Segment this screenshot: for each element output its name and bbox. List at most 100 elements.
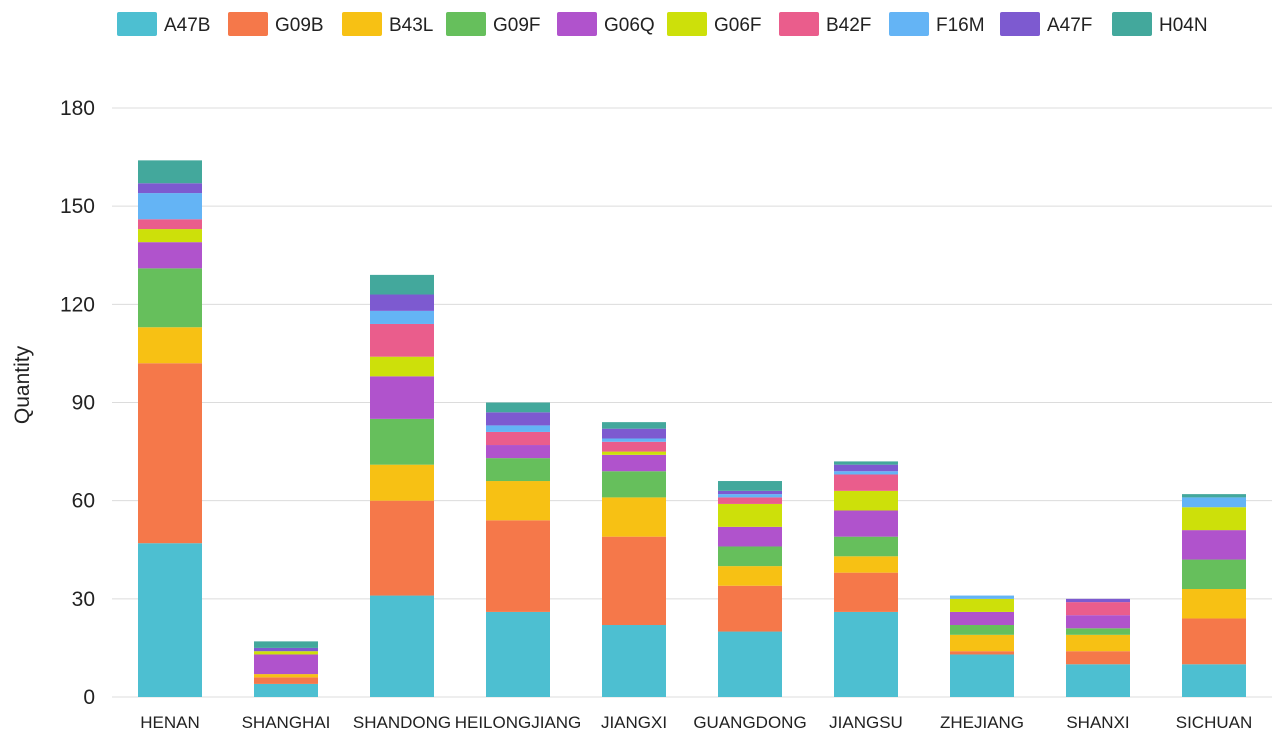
legend-label: H04N xyxy=(1159,15,1208,36)
bar-segment xyxy=(602,422,666,429)
legend-swatch xyxy=(667,12,707,36)
bar-segment xyxy=(1182,497,1246,508)
bar-segment xyxy=(1066,628,1130,635)
x-tick-label: SHANXI xyxy=(1066,713,1129,732)
bar-segment xyxy=(834,536,898,557)
legend-item: B43L xyxy=(342,12,433,36)
bar-segment xyxy=(1182,559,1246,590)
y-tick-label: 150 xyxy=(60,195,95,218)
legend-swatch xyxy=(117,12,157,36)
bar-segment xyxy=(370,323,434,357)
legend-label: G09B xyxy=(275,15,324,36)
bar-segment xyxy=(718,503,782,527)
bar-segment xyxy=(370,274,434,295)
y-axis-ticks: 0 30 60 90 120 150 180 xyxy=(60,97,95,709)
bar-segment xyxy=(718,585,782,632)
bar-segment xyxy=(254,641,318,648)
bar-segment xyxy=(602,438,666,442)
bar-segment xyxy=(138,183,202,194)
legend-item: G06Q xyxy=(557,12,655,36)
legend-swatch xyxy=(342,12,382,36)
legend-item: F16M xyxy=(889,12,985,36)
bar-segment xyxy=(1066,598,1130,603)
legend-label: B43L xyxy=(389,15,433,36)
bar-segment xyxy=(602,497,666,537)
y-tick-label: 120 xyxy=(60,293,95,316)
bar-stack xyxy=(486,402,550,697)
legend-label: F16M xyxy=(936,15,985,36)
bar-segment xyxy=(950,634,1014,652)
bar-segment xyxy=(138,327,202,364)
bar-segment xyxy=(1182,494,1246,498)
bar-segment xyxy=(1066,664,1130,697)
bar-stack xyxy=(950,595,1014,697)
x-tick-label: HEILONGJIANG xyxy=(455,713,582,732)
bar-segment xyxy=(254,683,318,697)
bar-segment xyxy=(486,412,550,426)
bar-segment xyxy=(486,402,550,413)
bar-segment xyxy=(602,536,666,626)
bars xyxy=(138,160,1246,697)
bar-segment xyxy=(138,219,202,230)
bar-segment xyxy=(138,160,202,184)
x-tick-label: SHANGHAI xyxy=(242,713,331,732)
y-axis-title: Quantity xyxy=(11,345,34,424)
bar-segment xyxy=(370,418,434,465)
bar-segment xyxy=(1066,651,1130,665)
bar-segment xyxy=(834,572,898,612)
bar-segment xyxy=(602,454,666,472)
bar-segment xyxy=(370,500,434,596)
bar-segment xyxy=(1182,589,1246,619)
y-tick-label: 90 xyxy=(72,392,95,415)
y-tick-label: 0 xyxy=(83,686,95,709)
x-tick-label: HENAN xyxy=(140,713,200,732)
bar-segment xyxy=(950,654,1014,697)
bar-segment xyxy=(370,595,434,697)
x-tick-label: ZHEJIANG xyxy=(940,713,1024,732)
bar-segment xyxy=(950,598,1014,612)
bar-segment xyxy=(950,625,1014,635)
bar-segment xyxy=(602,471,666,498)
bar-segment xyxy=(138,229,202,243)
legend: A47B G09B B43L G09F G06Q G06F B42F F16M A47F H04N xyxy=(117,12,1208,36)
bar-segment xyxy=(138,193,202,220)
bar-segment xyxy=(834,490,898,511)
x-tick-label: SHANDONG xyxy=(353,713,451,732)
legend-swatch xyxy=(557,12,597,36)
bar-segment xyxy=(486,520,550,612)
bar-segment xyxy=(834,556,898,573)
bar-segment xyxy=(254,654,318,675)
bar-segment xyxy=(834,510,898,537)
bar-segment xyxy=(486,445,550,459)
legend-item: G09F xyxy=(446,12,541,36)
bar-segment xyxy=(370,310,434,324)
bar-segment xyxy=(486,611,550,697)
bar-segment xyxy=(834,611,898,697)
legend-label: G09F xyxy=(493,15,541,36)
bar-segment xyxy=(138,268,202,328)
bar-segment xyxy=(718,494,782,498)
x-axis-labels: HENAN SHANGHAI SHANDONG HEILONGJIANG JIANGXI… xyxy=(140,713,1252,732)
bar-stack xyxy=(718,481,782,697)
bar-segment xyxy=(138,363,202,544)
bar-stack xyxy=(1182,494,1246,697)
bar-segment xyxy=(486,425,550,432)
legend-swatch xyxy=(1112,12,1152,36)
bar-segment xyxy=(254,674,318,678)
bar-segment xyxy=(370,464,434,501)
legend-item: A47B xyxy=(117,12,210,36)
legend-item: G06F xyxy=(667,12,762,36)
bar-segment xyxy=(1182,507,1246,531)
bar-segment xyxy=(370,376,434,419)
bar-segment xyxy=(486,481,550,521)
legend-swatch xyxy=(779,12,819,36)
bar-stack xyxy=(834,461,898,697)
bar-segment xyxy=(254,647,318,652)
bar-stack xyxy=(254,641,318,697)
y-tick-label: 180 xyxy=(60,97,95,120)
bar-segment xyxy=(718,566,782,586)
bar-segment xyxy=(834,464,898,472)
bar-segment xyxy=(718,490,782,495)
bar-segment xyxy=(718,631,782,697)
